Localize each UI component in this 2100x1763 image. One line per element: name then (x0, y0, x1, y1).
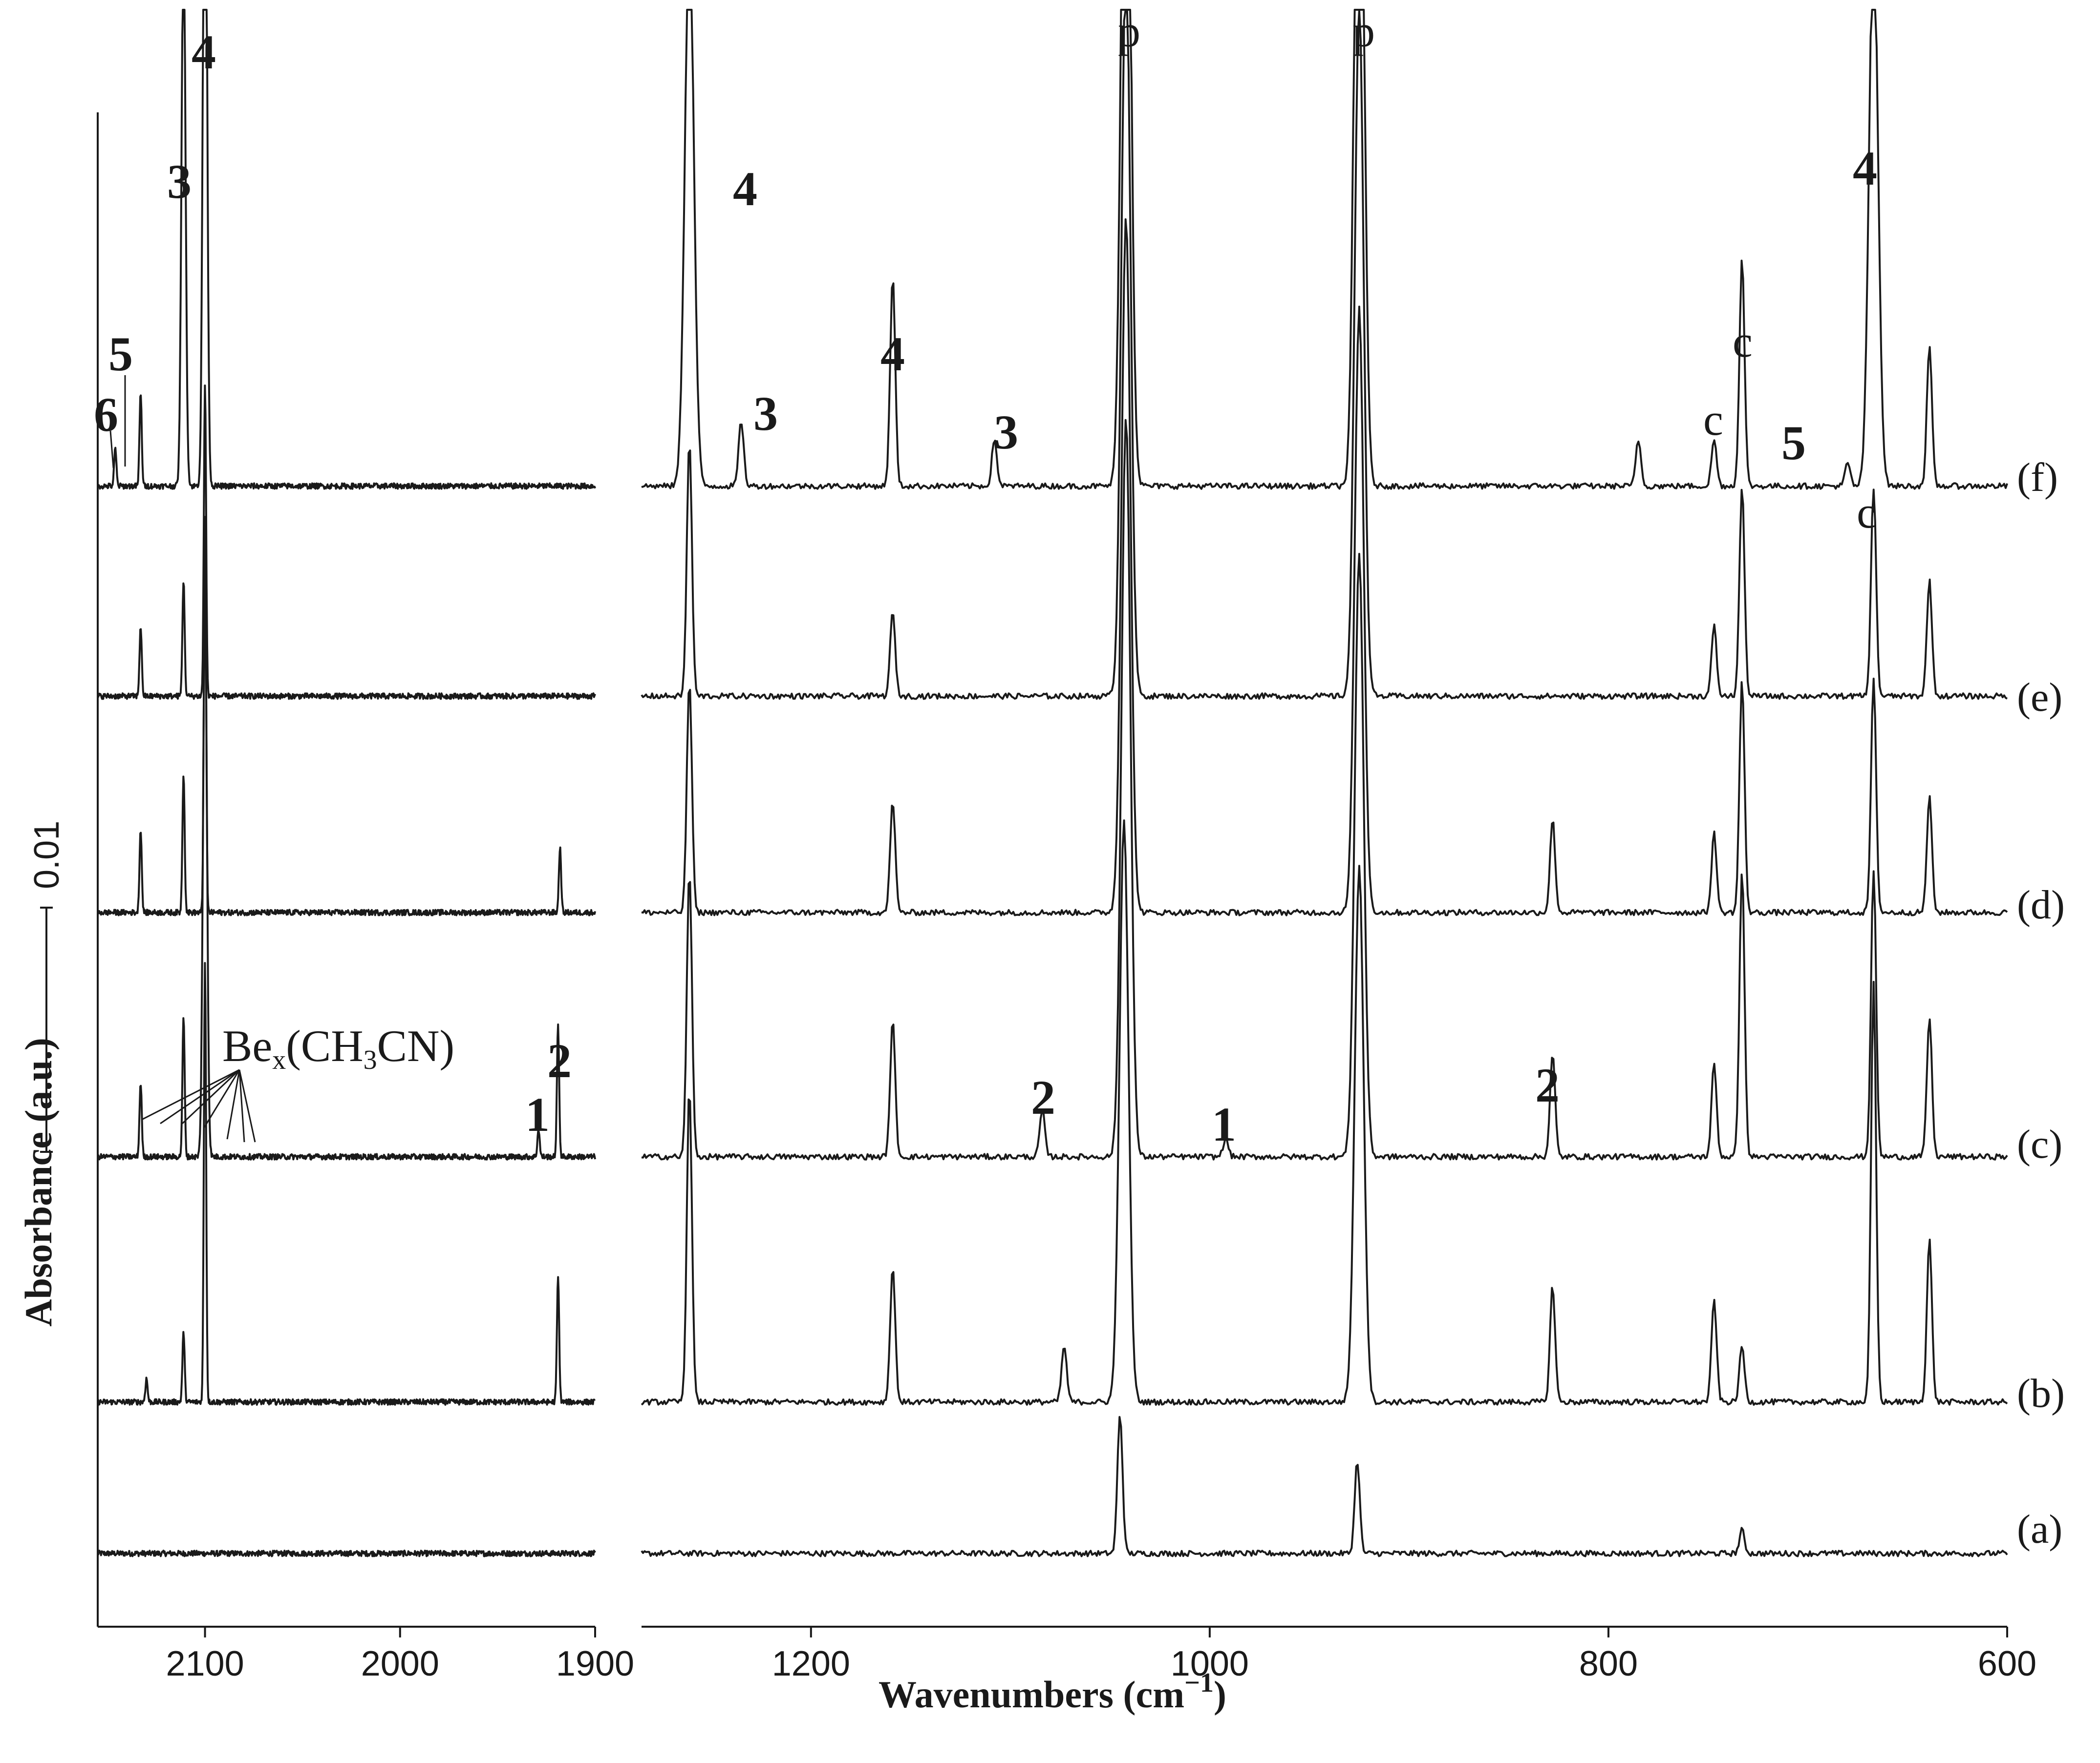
x-tick-label: 2000 (361, 1644, 439, 1683)
x-tick-label: 1900 (556, 1644, 634, 1683)
spectrum-trace-b-panel-1 (97, 962, 596, 1406)
peak-label: 3 (994, 405, 1018, 459)
bex-leader-lines (141, 1069, 256, 1143)
spectrum-trace-c-panel-2 (641, 419, 2008, 1161)
peak-label: 4 (192, 25, 216, 79)
peak-label: 4 (880, 327, 905, 381)
peak-label: p (1352, 6, 1375, 56)
spectrum-trace-e-panel-1 (97, 384, 596, 700)
peak-label: 6 (94, 387, 118, 442)
leader-line (109, 430, 114, 468)
peak-label: 3 (753, 386, 778, 441)
peak-label: 2 (1535, 1058, 1560, 1112)
spectra-traces (97, 9, 2008, 1557)
peak-label: 2 (1031, 1070, 1055, 1125)
x-tick-label: 2100 (166, 1644, 244, 1683)
series-label-d: (d) (2017, 882, 2065, 928)
x-tick-label: 800 (1579, 1644, 1638, 1683)
peak-label: 4 (1853, 141, 1877, 195)
spectrum-trace-f-panel-2 (641, 9, 2008, 490)
bex-ch3cn-label: Bex(CH3CN) (222, 1021, 454, 1075)
x-axis-label: Wavenumbers (cm−1) (879, 1668, 1226, 1716)
x-tick-label: 1000 (1171, 1644, 1249, 1683)
peak-label: 1 (1212, 1097, 1236, 1151)
series-label-c: (c) (2017, 1122, 2062, 1167)
peak-label: c (1733, 317, 1753, 366)
series-label-f: (f) (2017, 455, 2058, 500)
peak-label: 5 (1781, 416, 1806, 470)
x-tick-label: 600 (1978, 1644, 2036, 1683)
peak-label: c (1703, 395, 1723, 445)
series-label-b: (b) (2017, 1371, 2065, 1416)
peak-label: 3 (167, 154, 192, 209)
series-label-a: (a) (2017, 1507, 2062, 1552)
spectrum-trace-b-panel-2 (641, 819, 2008, 1406)
scale-bar: 0.01 (27, 821, 66, 1153)
scale-bar-label: 0.01 (27, 821, 66, 889)
spectrum-trace-f-panel-1 (97, 9, 596, 490)
spectrum-trace-e-panel-2 (641, 9, 2008, 700)
peak-label: c (1857, 488, 1877, 537)
spectrum-trace-a-panel-2 (641, 1416, 2008, 1557)
spectrum-trace-a-panel-1 (97, 1550, 596, 1557)
spectrum-trace-d-panel-2 (641, 218, 2008, 916)
peak-label: 1 (525, 1087, 550, 1142)
peak-label: 5 (108, 327, 133, 381)
x-tick-label: 1200 (772, 1644, 850, 1683)
spectrum-trace-d-panel-1 (97, 516, 596, 916)
y-axis-label: Absorbance (a.u.) (17, 1038, 60, 1327)
peak-label: p (1118, 6, 1140, 56)
spectrum-trace-c-panel-1 (97, 597, 596, 1161)
x-ticks: 2100 2000 1900 1200 1000 800 600 (166, 1627, 2036, 1683)
peak-label: 4 (733, 162, 757, 216)
peak-label: 2 (547, 1034, 572, 1088)
series-label-e: (e) (2017, 675, 2062, 720)
